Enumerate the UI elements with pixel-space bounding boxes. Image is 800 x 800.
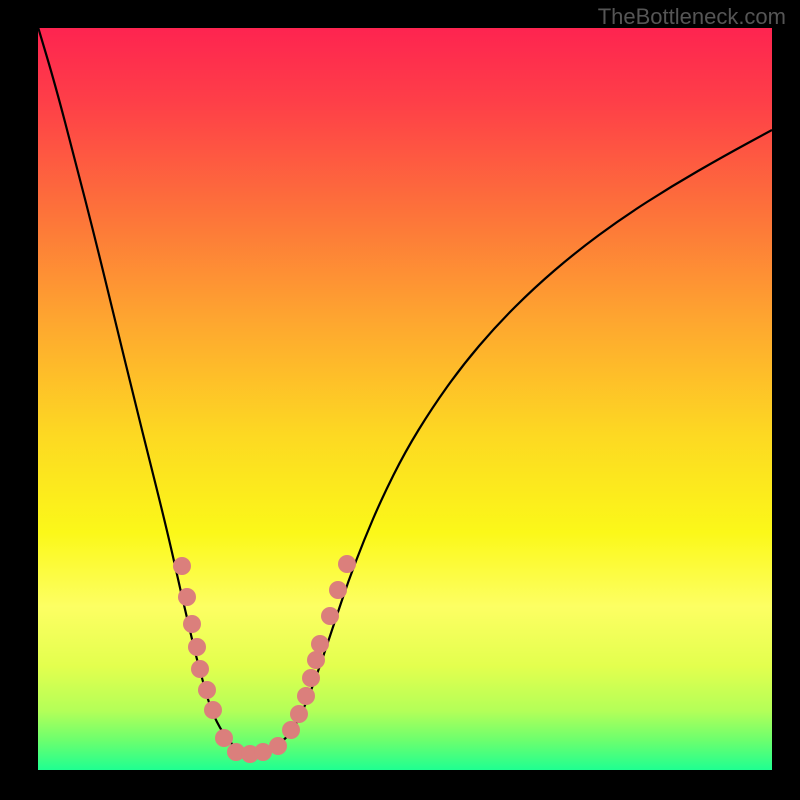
- data-marker: [290, 705, 308, 723]
- data-marker: [188, 638, 206, 656]
- data-marker: [282, 721, 300, 739]
- bottleneck-curve-chart: [0, 0, 800, 800]
- data-marker: [321, 607, 339, 625]
- data-marker: [183, 615, 201, 633]
- data-marker: [329, 581, 347, 599]
- data-marker: [178, 588, 196, 606]
- data-marker: [302, 669, 320, 687]
- data-marker: [311, 635, 329, 653]
- data-marker: [338, 555, 356, 573]
- watermark-text: TheBottleneck.com: [598, 4, 786, 30]
- data-marker: [307, 651, 325, 669]
- data-marker: [198, 681, 216, 699]
- plot-background: [38, 28, 772, 770]
- data-marker: [173, 557, 191, 575]
- data-marker: [191, 660, 209, 678]
- data-marker: [215, 729, 233, 747]
- data-marker: [269, 737, 287, 755]
- chart-frame: TheBottleneck.com: [0, 0, 800, 800]
- data-marker: [297, 687, 315, 705]
- data-marker: [204, 701, 222, 719]
